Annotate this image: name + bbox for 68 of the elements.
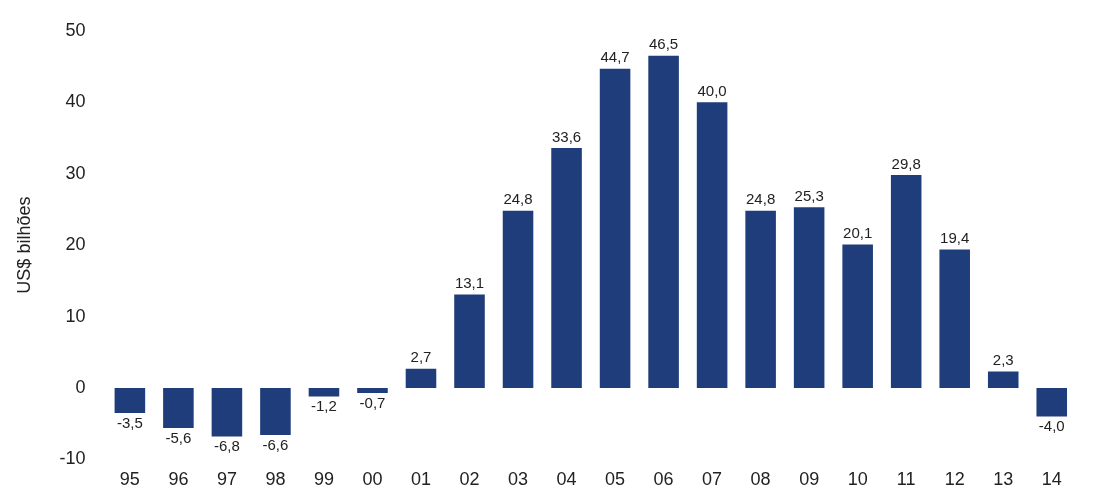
- bar: [357, 387, 388, 393]
- y-tick-label: 10: [65, 305, 86, 326]
- data-label: 40,0: [697, 81, 727, 99]
- x-tick-label: 09: [799, 469, 820, 490]
- x-tick-label: 10: [847, 469, 868, 490]
- data-label: 24,8: [503, 190, 533, 208]
- x-tick-label: 97: [216, 469, 237, 490]
- x-tick-label: 98: [265, 469, 286, 490]
- x-tick-label: 13: [993, 469, 1014, 490]
- x-tick-label: 00: [362, 469, 383, 490]
- data-label: -1,2: [311, 397, 337, 415]
- bar: [599, 68, 631, 388]
- data-label: 13,1: [454, 274, 485, 292]
- x-tick-label: 14: [1041, 469, 1062, 490]
- data-label: 44,7: [600, 48, 630, 66]
- data-label: -4,0: [1038, 417, 1065, 435]
- data-label: 19,4: [940, 229, 970, 247]
- x-tick-label: 95: [119, 469, 140, 490]
- y-tick-label: 40: [65, 91, 86, 112]
- y-tick-label: 20: [65, 234, 86, 255]
- data-label: -0,7: [359, 393, 386, 411]
- bar: [551, 147, 582, 388]
- bar: [502, 210, 534, 388]
- x-tick-label: 08: [750, 469, 771, 490]
- data-label: -3,5: [116, 413, 143, 431]
- bar: [648, 55, 679, 388]
- x-tick-label: 01: [410, 469, 432, 490]
- x-tick-label: 11: [896, 469, 916, 490]
- bar: [696, 102, 728, 388]
- bar: [890, 175, 922, 388]
- x-tick-label: 12: [944, 469, 965, 490]
- data-label: 25,3: [794, 186, 824, 204]
- x-tick-label: 96: [168, 469, 189, 490]
- bar: [405, 368, 437, 388]
- y-tick-label: -10: [59, 448, 86, 469]
- bar: [454, 294, 485, 388]
- data-label: 20,1: [843, 224, 873, 242]
- x-tick-label: 06: [653, 469, 674, 490]
- x-tick-label: 05: [605, 469, 626, 490]
- data-label: 33,6: [551, 127, 582, 145]
- data-label: -6,8: [213, 437, 240, 455]
- x-tick-label: 03: [508, 469, 529, 490]
- data-label: 24,8: [746, 190, 776, 208]
- bar: [987, 371, 1019, 388]
- data-label: 29,8: [891, 154, 921, 172]
- y-tick-label: 30: [65, 162, 86, 183]
- bar: [163, 387, 194, 428]
- data-label: 2,3: [992, 351, 1014, 369]
- bar: [114, 387, 146, 413]
- x-tick-label: 02: [459, 469, 480, 490]
- x-tick-label: 04: [556, 469, 577, 490]
- bar: [211, 387, 243, 437]
- x-tick-label: 99: [313, 469, 334, 490]
- data-label: -6,6: [262, 435, 289, 453]
- bar: [842, 244, 873, 388]
- y-axis-title: US$ bilhões: [13, 196, 34, 294]
- data-label: -5,6: [165, 428, 192, 446]
- x-tick-label: 07: [702, 469, 723, 490]
- y-tick-label: 50: [65, 19, 86, 40]
- bar: [260, 387, 291, 436]
- data-label: 46,5: [648, 35, 679, 53]
- bar: [939, 249, 970, 388]
- bar: [793, 207, 825, 388]
- bar: [745, 210, 776, 388]
- bar: [308, 387, 340, 397]
- data-label: 2,7: [410, 348, 432, 366]
- y-tick-label: 0: [75, 376, 86, 397]
- bar: [1036, 387, 1068, 417]
